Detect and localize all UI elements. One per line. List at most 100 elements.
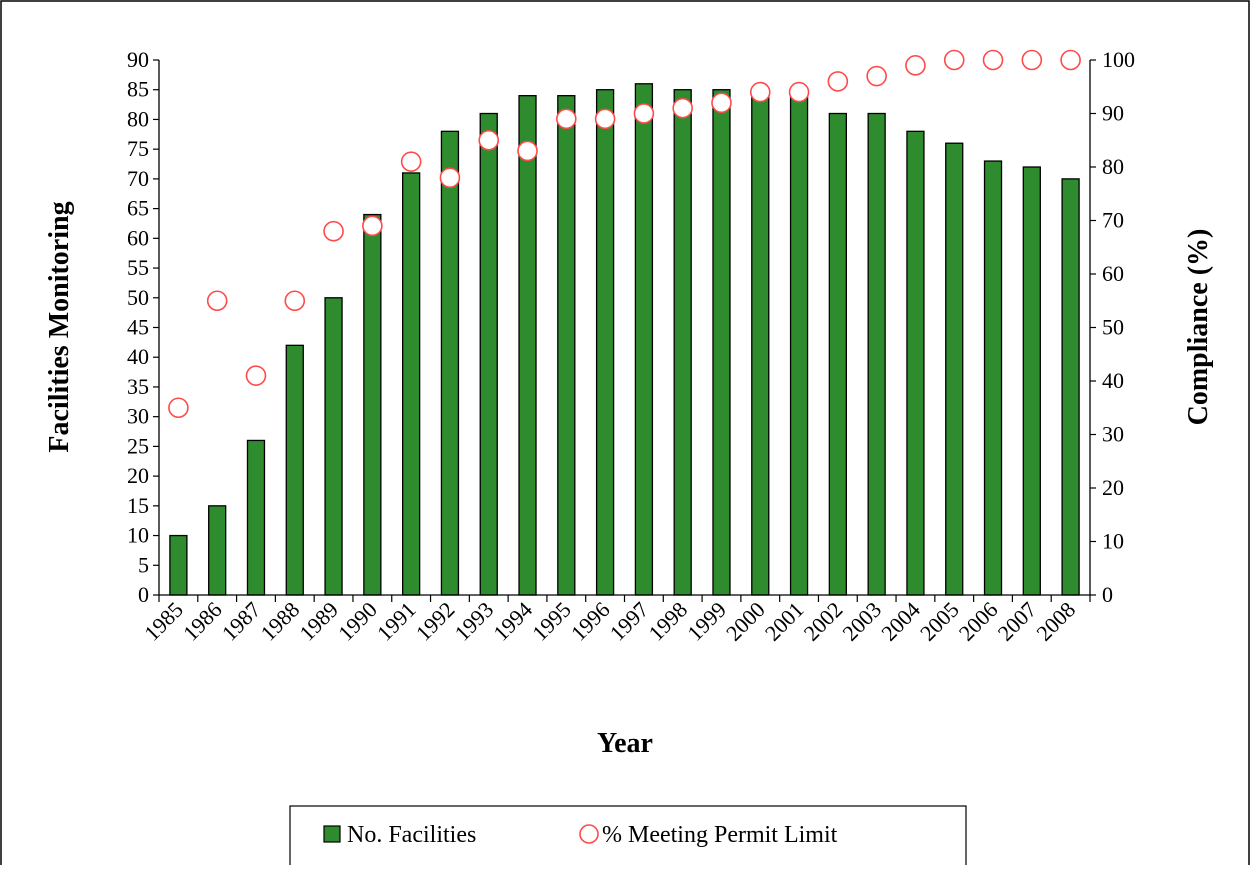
x-tick-label: 1995 xyxy=(527,597,576,646)
right-tick-label: 60 xyxy=(1102,261,1124,286)
point-2004 xyxy=(905,55,926,76)
bar-1998 xyxy=(673,89,692,596)
bar-1991 xyxy=(401,172,421,596)
point-1990 xyxy=(362,215,383,237)
left-tick-label: 5 xyxy=(138,552,149,577)
left-tick-label: 30 xyxy=(127,404,149,429)
left-tick-label: 90 xyxy=(127,47,149,72)
right-tick-label: 90 xyxy=(1102,101,1124,126)
x-tick-label: 2008 xyxy=(1031,597,1080,646)
point-1999 xyxy=(711,92,732,114)
right-tick-label: 50 xyxy=(1102,315,1124,340)
left-tick-label: 40 xyxy=(127,344,149,369)
bar-series xyxy=(169,83,1080,596)
x-tick-label: 2002 xyxy=(799,597,848,646)
point-1998 xyxy=(672,97,693,119)
bar-1992 xyxy=(440,130,460,596)
right-tick-label: 20 xyxy=(1102,475,1124,500)
bar-2000 xyxy=(751,95,770,596)
x-tick-label: 1993 xyxy=(449,597,498,646)
bar-1993 xyxy=(479,112,498,596)
point-1994 xyxy=(517,140,538,162)
point-2002 xyxy=(827,71,849,92)
x-tick-label: 2006 xyxy=(954,597,1003,646)
left-tick-label: 50 xyxy=(127,285,149,310)
bar-2005 xyxy=(945,142,964,596)
bar-1999 xyxy=(712,89,731,596)
left-tick-label: 10 xyxy=(127,523,149,548)
left-tick-label: 75 xyxy=(127,136,149,161)
legend-bar-swatch xyxy=(323,825,341,843)
left-tick-label: 45 xyxy=(127,315,149,340)
bar-1996 xyxy=(595,89,615,596)
x-tick-label: 1986 xyxy=(178,597,227,646)
legend-box xyxy=(289,805,967,869)
x-tick-label: 1992 xyxy=(411,597,460,646)
x-tick-label: 1996 xyxy=(566,597,615,646)
bar-2007 xyxy=(1022,166,1041,596)
bar-1995 xyxy=(557,95,576,596)
bar-1990 xyxy=(363,213,382,596)
x-tick-label: 1997 xyxy=(605,597,654,646)
point-1988 xyxy=(284,290,306,312)
point-1992 xyxy=(439,167,461,188)
point-1989 xyxy=(323,220,344,242)
bar-2004 xyxy=(906,130,925,596)
right-tick-label: 40 xyxy=(1102,368,1124,393)
left-tick-label: 20 xyxy=(127,463,149,488)
bar-2006 xyxy=(983,160,1003,596)
right-axis-ticks: 0 10 20 30 40 50 60 70 80 90 100 xyxy=(1090,47,1135,607)
left-tick-label: 55 xyxy=(127,255,149,280)
bar-1986 xyxy=(208,505,227,596)
x-tick-label: 1987 xyxy=(217,597,266,646)
bar-1985 xyxy=(169,534,188,596)
y-axis-title: Facilities Monitoring xyxy=(44,201,75,452)
bar-1994 xyxy=(518,95,537,596)
x-tick-label: 1989 xyxy=(294,597,343,646)
point-1985 xyxy=(168,397,189,419)
point-1993 xyxy=(478,129,500,151)
point-2003 xyxy=(866,65,887,87)
left-axis-ticks: 0 5 10 15 20 25 30 35 40 45 50 55 60 65 70 75 80 85 90 xyxy=(127,47,159,607)
point-2006 xyxy=(982,49,1004,71)
point-2000 xyxy=(749,81,771,103)
point-1996 xyxy=(594,108,616,130)
left-tick-label: 15 xyxy=(127,493,149,518)
right-tick-label: 10 xyxy=(1102,529,1124,554)
bar-2001 xyxy=(789,95,809,596)
x-tick-label: 1998 xyxy=(643,597,692,646)
point-2001 xyxy=(788,81,810,103)
x-tick-label: 1991 xyxy=(372,597,421,646)
point-2008 xyxy=(1060,49,1081,71)
point-1991 xyxy=(400,151,422,172)
x-axis-title: Year xyxy=(597,728,653,759)
scatter-series xyxy=(168,49,1081,419)
legend-point-marker xyxy=(579,824,599,844)
x-axis-ticks: 1985198619871988198919901991199219931994… xyxy=(139,595,1091,646)
point-1987 xyxy=(245,365,267,386)
point-2005 xyxy=(943,49,965,71)
right-tick-label: 70 xyxy=(1102,208,1124,233)
left-tick-label: 65 xyxy=(127,196,149,221)
left-tick-label: 85 xyxy=(127,77,149,102)
x-tick-label: 1988 xyxy=(256,597,305,646)
x-tick-label: 1994 xyxy=(488,597,537,646)
x-tick-label: 2000 xyxy=(721,597,770,646)
bar-1989 xyxy=(324,297,343,596)
x-tick-label: 2005 xyxy=(915,597,964,646)
y2-axis-title: Compliance (%) xyxy=(1183,229,1214,426)
bar-1988 xyxy=(285,344,304,596)
x-tick-label: 2001 xyxy=(760,597,809,646)
x-tick-label: 1999 xyxy=(682,597,731,646)
legend-point-label: % Meeting Permit Limit xyxy=(602,822,838,848)
bar-2002 xyxy=(828,112,847,596)
right-tick-label: 80 xyxy=(1102,154,1124,179)
left-tick-label: 70 xyxy=(127,166,149,191)
point-2007 xyxy=(1021,49,1043,71)
left-tick-label: 60 xyxy=(127,225,149,250)
bar-1997 xyxy=(634,83,654,596)
x-tick-label: 2007 xyxy=(993,597,1042,646)
